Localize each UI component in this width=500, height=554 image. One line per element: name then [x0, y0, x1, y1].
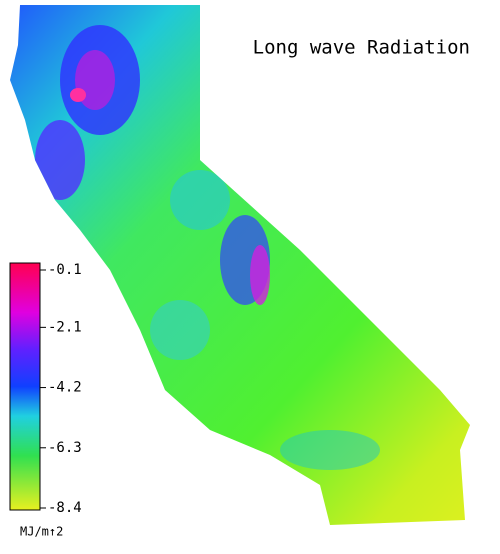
colorbar-tick-label: -6.3 — [48, 440, 82, 456]
colorbar-tick-label: -8.4 — [48, 500, 82, 516]
colorbar-tick-label: -2.1 — [48, 319, 82, 335]
map-title: Long wave Radiation — [253, 37, 470, 59]
colorbar — [9, 262, 41, 511]
colorbar-unit: MJ/m↑2 — [20, 525, 63, 539]
colorbar-tick-label: -4.2 — [48, 380, 82, 396]
colorbar-tick-label: -0.1 — [48, 262, 82, 278]
